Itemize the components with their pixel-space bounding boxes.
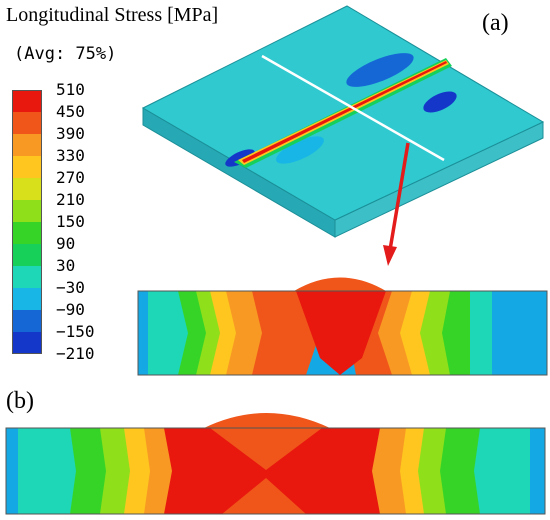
averaging-label: (Avg: 75%) [14,44,117,64]
compressive-zone-lower [276,136,324,164]
legend-tick-label: 330 [56,146,85,165]
section-cut-line [261,54,445,162]
legend-tick-label: 450 [56,102,85,121]
legend-swatch [12,178,42,200]
cross-section-b [5,413,546,515]
legend-tick-label: 30 [56,256,76,275]
legend-tick-label: 390 [56,124,85,143]
cross-section-a [137,277,548,376]
legend-swatch [12,288,42,310]
legend-swatch [12,222,42,244]
legend-swatch [12,266,42,288]
plate-3d-view [141,5,545,238]
legend-tick-label: −150 [56,322,95,341]
legend-tick-label: 90 [56,234,76,253]
legend-swatch [12,200,42,222]
legend-swatch [12,332,42,354]
legend-swatch [12,112,42,134]
color-legend: 510 450 390 330 270 210 150 90 30 −30 −90 −150 −210 [12,82,122,363]
section-arrow [383,142,410,266]
compressive-zone-left [225,149,255,167]
figure-title: Longitudinal Stress [MPa] [6,4,219,26]
legend-tick-label: 510 [56,80,85,99]
compressive-zone-upper [346,53,414,87]
compressive-zone-right [423,91,457,113]
legend-swatch [12,90,42,112]
weld-band-red [242,61,447,163]
legend-tick-label: −210 [56,344,95,363]
panel-a-label: (a) [482,10,509,36]
legend-tick-label: −90 [56,300,85,319]
panel-b-label: (b) [6,388,34,414]
legend-border [12,90,42,354]
legend-tick-label: 150 [56,212,85,231]
legend-tick-label: 210 [56,190,85,209]
legend-swatch [12,310,42,332]
legend-tick-label: −30 [56,278,85,297]
legend-tick-label: 270 [56,168,85,187]
legend-swatch [12,156,42,178]
legend-swatch [12,134,42,156]
legend-swatch [12,244,42,266]
